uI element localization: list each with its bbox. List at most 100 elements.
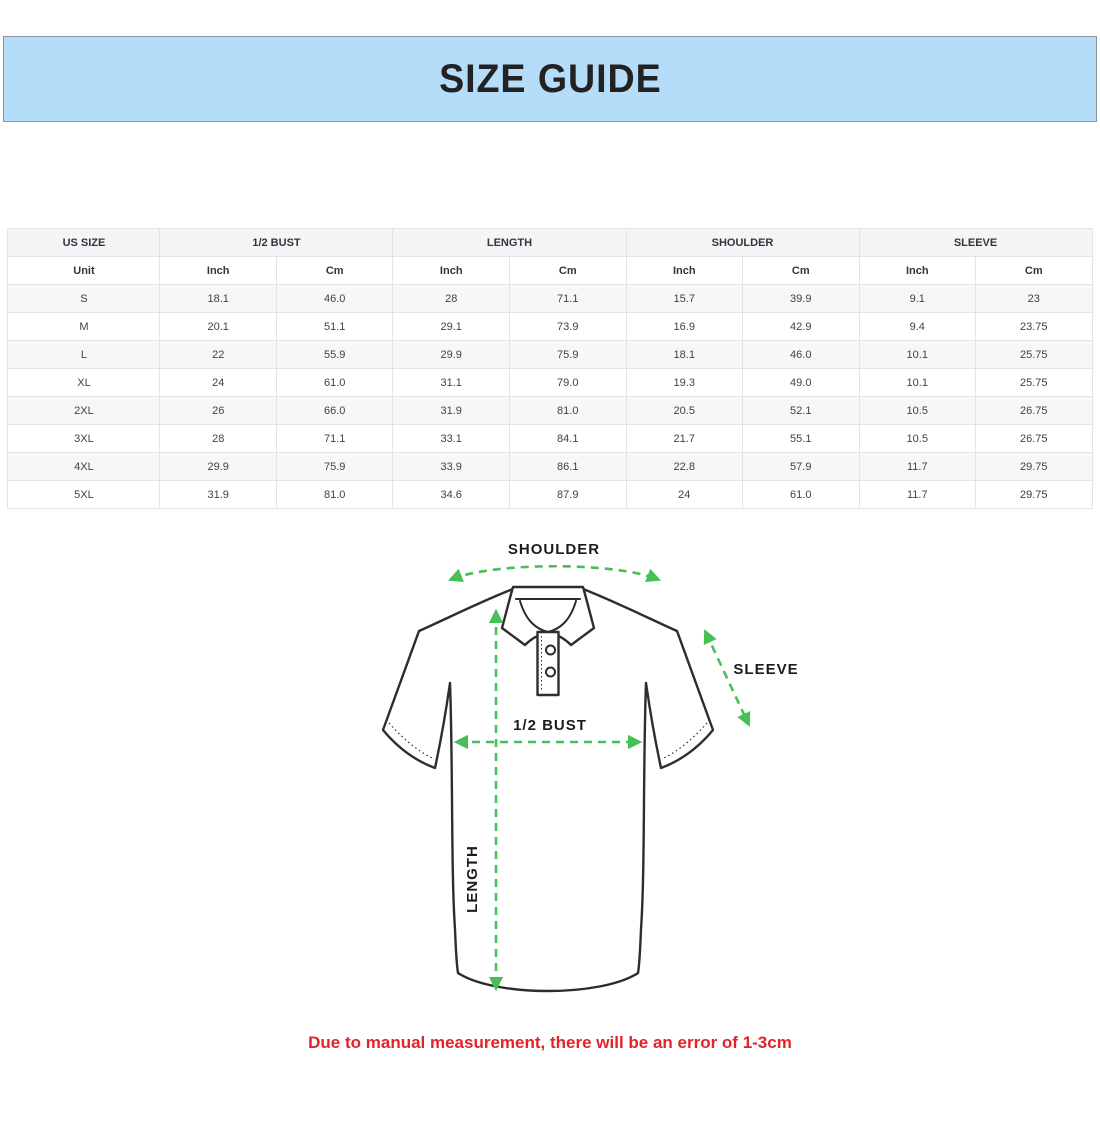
measurement-cell: 11.7 (858, 480, 977, 509)
size-table-head: US SIZE 1/2 BUST LENGTH SHOULDER SLEEVE … (7, 228, 1093, 285)
size-label-cell: 4XL (7, 452, 161, 481)
measurement-cell: 55.1 (742, 424, 860, 453)
length-label: LENGTH (464, 845, 481, 913)
size-label-cell: L (7, 340, 161, 369)
column-group-half-bust: 1/2 BUST (159, 228, 394, 257)
size-label-cell: S (7, 284, 161, 313)
size-label-cell: 3XL (7, 424, 161, 453)
table-row: 2XL 26 66.0 31.9 81.0 20.5 52.1 10.5 26.75 (7, 396, 1093, 425)
table-unit-header-row: Unit Inch Cm Inch Cm Inch Cm Inch Cm (7, 256, 1093, 285)
measurement-cell: 34.6 (392, 480, 510, 509)
column-group-sleeve: SLEEVE (858, 228, 1093, 257)
measurement-cell: 22.8 (625, 452, 743, 481)
measurement-cell: 22 (159, 340, 277, 369)
measurement-cell: 75.9 (508, 340, 627, 369)
measurement-cell: 46.0 (275, 284, 394, 313)
measurement-cell: 20.5 (625, 396, 743, 425)
measurement-cell: 23 (975, 284, 1093, 313)
measurement-cell: 21.7 (625, 424, 743, 453)
measurement-cell: 73.9 (508, 312, 627, 341)
measurement-cell: 31.1 (392, 368, 510, 397)
measurement-cell: 42.9 (742, 312, 860, 341)
measurement-cell: 24 (159, 368, 277, 397)
table-row: M 20.1 51.1 29.1 73.9 16.9 42.9 9.4 23.75 (7, 312, 1093, 341)
column-group-us-size: US SIZE (7, 228, 161, 257)
measurement-cell: 52.1 (742, 396, 860, 425)
measurement-cell: 25.75 (975, 368, 1093, 397)
measurement-cell: 75.9 (275, 452, 394, 481)
disclaimer-text: Due to manual measurement, there will be… (308, 1033, 792, 1052)
unit-header-cell: Unit (7, 256, 161, 285)
button (545, 644, 556, 656)
polo-shirt-outline (381, 585, 715, 993)
measurement-cell: 66.0 (275, 396, 394, 425)
measurement-cell: 19.3 (625, 368, 743, 397)
unit-header-cell: Cm (742, 256, 860, 285)
measurement-diagram: SHOULDER SLEEVE 1/2 BUST LENGTH (370, 527, 810, 1017)
column-group-length: LENGTH (392, 228, 627, 257)
measurement-cell: 23.75 (975, 312, 1093, 341)
measurement-cell: 10.1 (858, 368, 977, 397)
measurement-cell: 18.1 (625, 340, 743, 369)
measurement-cell: 79.0 (508, 368, 627, 397)
measurement-cell: 29.9 (159, 452, 277, 481)
shoulder-label: SHOULDER (508, 541, 600, 558)
measurement-cell: 81.0 (275, 480, 394, 509)
placket (536, 630, 560, 697)
unit-header-cell: Cm (508, 256, 627, 285)
measurement-cell: 86.1 (508, 452, 627, 481)
table-group-header-row: US SIZE 1/2 BUST LENGTH SHOULDER SLEEVE (7, 228, 1093, 257)
measurement-cell: 31.9 (392, 396, 510, 425)
measurement-cell: 51.1 (275, 312, 394, 341)
measurement-cell: 33.1 (392, 424, 510, 453)
measurement-cell: 33.9 (392, 452, 510, 481)
size-label-cell: 2XL (7, 396, 161, 425)
measurement-cell: 16.9 (625, 312, 743, 341)
measurement-cell: 18.1 (159, 284, 277, 313)
measurement-cell: 26 (159, 396, 277, 425)
unit-header-cell: Cm (975, 256, 1093, 285)
measurement-cell: 84.1 (508, 424, 627, 453)
bust-label: 1/2 BUST (513, 717, 587, 734)
size-label-cell: XL (7, 368, 161, 397)
measurement-cell: 9.4 (858, 312, 977, 341)
page-title: SIZE GUIDE (438, 56, 662, 101)
button (545, 666, 556, 678)
measurement-cell: 9.1 (858, 284, 977, 313)
measurement-cell: 29.1 (392, 312, 510, 341)
unit-header-cell: Inch (159, 256, 277, 285)
measurement-cell: 55.9 (275, 340, 394, 369)
size-table-body: S 18.1 46.0 28 71.1 15.7 39.9 9.1 23 M 20.1 51.1 29.… (7, 284, 1093, 509)
measurement-cell: 10.5 (858, 424, 977, 453)
measurement-cell: 29.75 (975, 480, 1093, 509)
measurement-cell: 15.7 (625, 284, 743, 313)
measurement-cell: 49.0 (742, 368, 860, 397)
measurement-cell: 10.1 (858, 340, 977, 369)
measurement-cell: 57.9 (742, 452, 860, 481)
sleeve-arrow (703, 629, 751, 727)
measurement-cell: 31.9 (159, 480, 277, 509)
measurement-cell: 20.1 (159, 312, 277, 341)
column-group-shoulder: SHOULDER (625, 228, 860, 257)
table-row: L 22 55.9 29.9 75.9 18.1 46.0 10.1 25.75 (7, 340, 1093, 369)
table-row: S 18.1 46.0 28 71.1 15.7 39.9 9.1 23 (7, 284, 1093, 313)
measurement-cell: 29.9 (392, 340, 510, 369)
size-guide-banner: SIZE GUIDE (3, 36, 1097, 122)
unit-header-cell: Inch (858, 256, 977, 285)
measurement-cell: 87.9 (508, 480, 627, 509)
measurement-cell: 26.75 (975, 424, 1093, 453)
size-label-cell: 5XL (7, 480, 161, 509)
table-row: XL 24 61.0 31.1 79.0 19.3 49.0 10.1 25.75 (7, 368, 1093, 397)
right-sleeve-stitch (663, 722, 708, 759)
measurement-cell: 81.0 (508, 396, 627, 425)
measurement-cell: 46.0 (742, 340, 860, 369)
measurement-cell: 28 (159, 424, 277, 453)
measurement-cell: 10.5 (858, 396, 977, 425)
left-sleeve-stitch (388, 722, 433, 759)
measurement-cell: 39.9 (742, 284, 860, 313)
unit-header-cell: Inch (625, 256, 743, 285)
measurement-cell: 25.75 (975, 340, 1093, 369)
unit-header-cell: Inch (392, 256, 510, 285)
measurement-cell: 61.0 (275, 368, 394, 397)
shoulder-arrow (448, 565, 661, 582)
